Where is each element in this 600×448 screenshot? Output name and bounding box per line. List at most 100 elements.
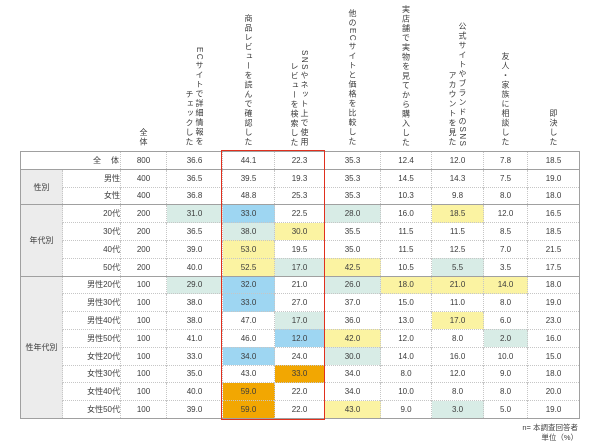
table-row: 40代 200 39.0 53.0 19.5 35.0 11.5 12.5 7.0 21.5 [21,239,580,259]
col-header-line: ECサイトで詳細情報を [195,47,204,147]
col-header-friends-family-consult: 友人・家族に相談した [483,0,527,150]
data-cell: 18.0 [527,364,580,383]
data-cell: 100 [120,275,167,294]
data-cell: 21.0 [431,275,484,294]
col-header-line: 友人・家族に相談した [501,52,510,147]
data-cell: 40.0 [166,257,223,277]
data-cell: 34.0 [324,382,381,401]
data-cell: 100 [120,400,167,419]
row-label: 50代 [62,257,121,277]
data-cell: 7.0 [483,239,528,259]
data-cell: 19.0 [527,293,580,312]
data-cell: 8.0 [431,328,484,348]
data-cell: 32.0 [222,275,275,294]
data-cell: 16.5 [527,204,580,223]
col-header-line: チェックした [185,90,194,147]
data-cell: 35.3 [324,151,381,170]
row-group-label: 年代別 [20,204,63,277]
survey-data-table: 全 体 800 36.6 44.1 22.3 35.3 12.4 12.0 7.8 18.5 性別男… [20,151,580,419]
data-cell: 16.0 [527,328,580,348]
row-label: 女性 [62,186,121,205]
data-cell: 35.3 [324,168,381,188]
col-header-n: 全体 [120,0,166,150]
data-cell: 39.0 [166,400,223,419]
table-row: 男性50代 100 41.0 46.0 12.0 42.0 12.0 8.0 2.0 16.0 [21,328,580,348]
row-label: 女性30代 [62,364,121,383]
table-row: 50代 200 40.0 52.5 17.0 42.5 10.5 5.5 3.5 17.5 [21,257,580,277]
data-cell: 39.0 [166,239,223,259]
data-cell: 100 [120,346,167,366]
data-cell: 33.0 [222,204,275,223]
data-cell: 30.0 [274,222,325,241]
data-cell: 22.3 [274,151,325,170]
data-cell: 8.0 [483,382,528,401]
data-cell: 48.8 [222,186,275,205]
data-cell: 31.0 [166,204,223,223]
table-row: 性年代別 男性20代 100 29.0 32.0 21.0 26.0 18.0 21.0 14.0… [20,275,580,419]
data-cell: 14.3 [431,168,484,188]
data-cell: 200 [120,204,167,223]
data-cell: 400 [120,168,167,188]
data-cell: 38.0 [166,311,223,330]
data-cell: 43.0 [324,400,381,419]
data-cell: 8.0 [483,186,528,205]
data-cell: 18.0 [380,275,432,294]
table-row: 女性50代 100 39.0 59.0 22.0 43.0 9.0 3.0 5.0 19.0 [21,400,580,419]
data-cell: 200 [120,222,167,241]
data-cell: 52.5 [222,257,275,277]
table-row: 女性40代 100 40.0 59.0 22.0 34.0 10.0 8.0 8.0 20.0 [21,382,580,401]
data-cell: 8.0 [380,364,432,383]
row-label: 女性50代 [62,400,121,419]
data-cell: 37.0 [324,293,381,312]
data-cell: 3.0 [431,400,484,419]
table-row: 男性30代 100 38.0 33.0 27.0 37.0 15.0 11.0 8.0 19.0 [21,293,580,312]
row-group-label: 性別 [20,168,63,205]
data-cell: 18.5 [527,222,580,241]
data-cell: 19.0 [527,168,580,188]
data-cell: 11.0 [431,293,484,312]
data-cell: 21.0 [274,275,325,294]
data-cell: 12.5 [431,239,484,259]
data-cell: 35.0 [166,364,223,383]
data-cell: 11.5 [431,222,484,241]
data-cell: 25.3 [274,186,325,205]
data-cell: 26.0 [324,275,381,294]
data-cell: 13.0 [380,311,432,330]
table-row: 性別 男性 400 36.5 39.5 19.3 35.3 14.5 14.3 7.5 19.0 [20,168,580,205]
data-cell: 200 [120,257,167,277]
data-cell: 36.5 [166,168,223,188]
data-cell: 36.6 [166,151,223,170]
data-cell: 15.0 [380,293,432,312]
col-header-official-site-sns-account: 公式サイトやブランドのSNS アカウントを見た [431,0,483,150]
data-cell: 9.8 [431,186,484,205]
data-cell: 9.0 [483,364,528,383]
data-cell: 8.5 [483,222,528,241]
data-cell: 43.0 [222,364,275,383]
col-header-line: 即決した [549,109,558,147]
table-row: 女性20代 100 33.0 34.0 24.0 30.0 14.0 16.0 10.0 15.0 [21,346,580,366]
data-cell: 38.0 [166,293,223,312]
data-cell: 18.0 [527,186,580,205]
col-header-line: 他のECサイトと価格を比較した [348,9,357,147]
data-cell: 14.0 [483,275,528,294]
data-cell: 23.0 [527,311,580,330]
data-cell: 200 [120,239,167,259]
footer-note-respondents: n= 本調査回答者 [522,423,578,432]
data-cell: 12.4 [380,151,432,170]
data-cell: 10.0 [380,382,432,401]
data-cell: 53.0 [222,239,275,259]
data-cell: 33.0 [274,364,325,383]
data-cell: 800 [120,151,167,170]
row-label: 女性20代 [62,346,121,366]
data-cell: 29.0 [166,275,223,294]
table-row: 全 体 800 36.6 44.1 22.3 35.3 12.4 12.0 7.8 18.5 [20,151,580,170]
data-cell: 42.5 [324,257,381,277]
data-cell: 34.0 [324,364,381,383]
row-label: 男性 [62,168,121,188]
data-cell: 18.5 [527,151,580,170]
data-cell: 100 [120,293,167,312]
data-cell: 18.5 [431,204,484,223]
column-headers: 全体 ECサイトで詳細情報を チェックした 商品レビューを読んで確認した SNSやネット… [20,0,579,150]
data-cell: 8.0 [483,293,528,312]
data-cell: 5.5 [431,257,484,277]
